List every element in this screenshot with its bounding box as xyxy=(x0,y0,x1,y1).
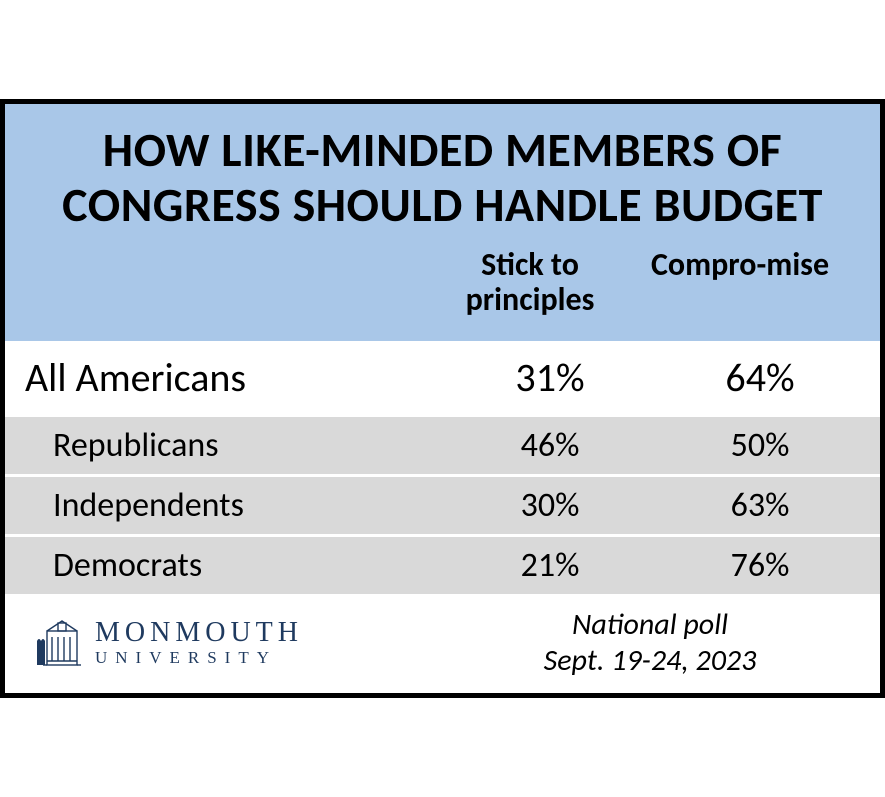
row-value-compromise: 64% xyxy=(660,353,860,402)
row-value-compromise: 76% xyxy=(660,545,860,586)
row-value-stick: 31% xyxy=(440,353,660,402)
row-label: Independents xyxy=(25,485,440,526)
col-header-stick: Stick to principles xyxy=(420,247,640,317)
row-label: Republicans xyxy=(25,425,440,466)
row-label: All Americans xyxy=(25,353,440,402)
logo-text: MONMOUTH UNIVERSITY xyxy=(95,619,303,666)
poll-line1: National poll xyxy=(440,607,860,643)
row-value-stick: 46% xyxy=(440,425,660,466)
row-value-stick: 21% xyxy=(440,545,660,586)
row-value-compromise: 50% xyxy=(660,425,860,466)
row-value-compromise: 63% xyxy=(660,485,860,526)
poll-card: HOW LIKE-MINDED MEMBERS OF CONGRESS SHOU… xyxy=(0,99,885,698)
table-row-party: Republicans 46% 50% xyxy=(5,417,880,474)
table-row-all: All Americans 31% 64% xyxy=(5,341,880,414)
footer: MONMOUTH UNIVERSITY National poll Sept. … xyxy=(5,597,880,693)
col-header-compromise: Compro-mise xyxy=(640,247,840,317)
poll-line2: Sept. 19-24, 2023 xyxy=(440,643,860,679)
logo-name: MONMOUTH xyxy=(95,619,303,647)
column-headers: Stick to principles Compro-mise xyxy=(25,233,860,327)
monmouth-logo: MONMOUTH UNIVERSITY xyxy=(33,617,440,669)
title: HOW LIKE-MINDED MEMBERS OF CONGRESS SHOU… xyxy=(25,122,860,232)
logo-sub: UNIVERSITY xyxy=(95,649,303,666)
row-value-stick: 30% xyxy=(440,485,660,526)
table-row-party: Independents 30% 63% xyxy=(5,477,880,534)
building-icon xyxy=(33,617,83,669)
table-row-party: Democrats 21% 76% xyxy=(5,537,880,594)
row-label: Democrats xyxy=(25,545,440,586)
header: HOW LIKE-MINDED MEMBERS OF CONGRESS SHOU… xyxy=(5,104,880,341)
poll-info: National poll Sept. 19-24, 2023 xyxy=(440,607,860,679)
